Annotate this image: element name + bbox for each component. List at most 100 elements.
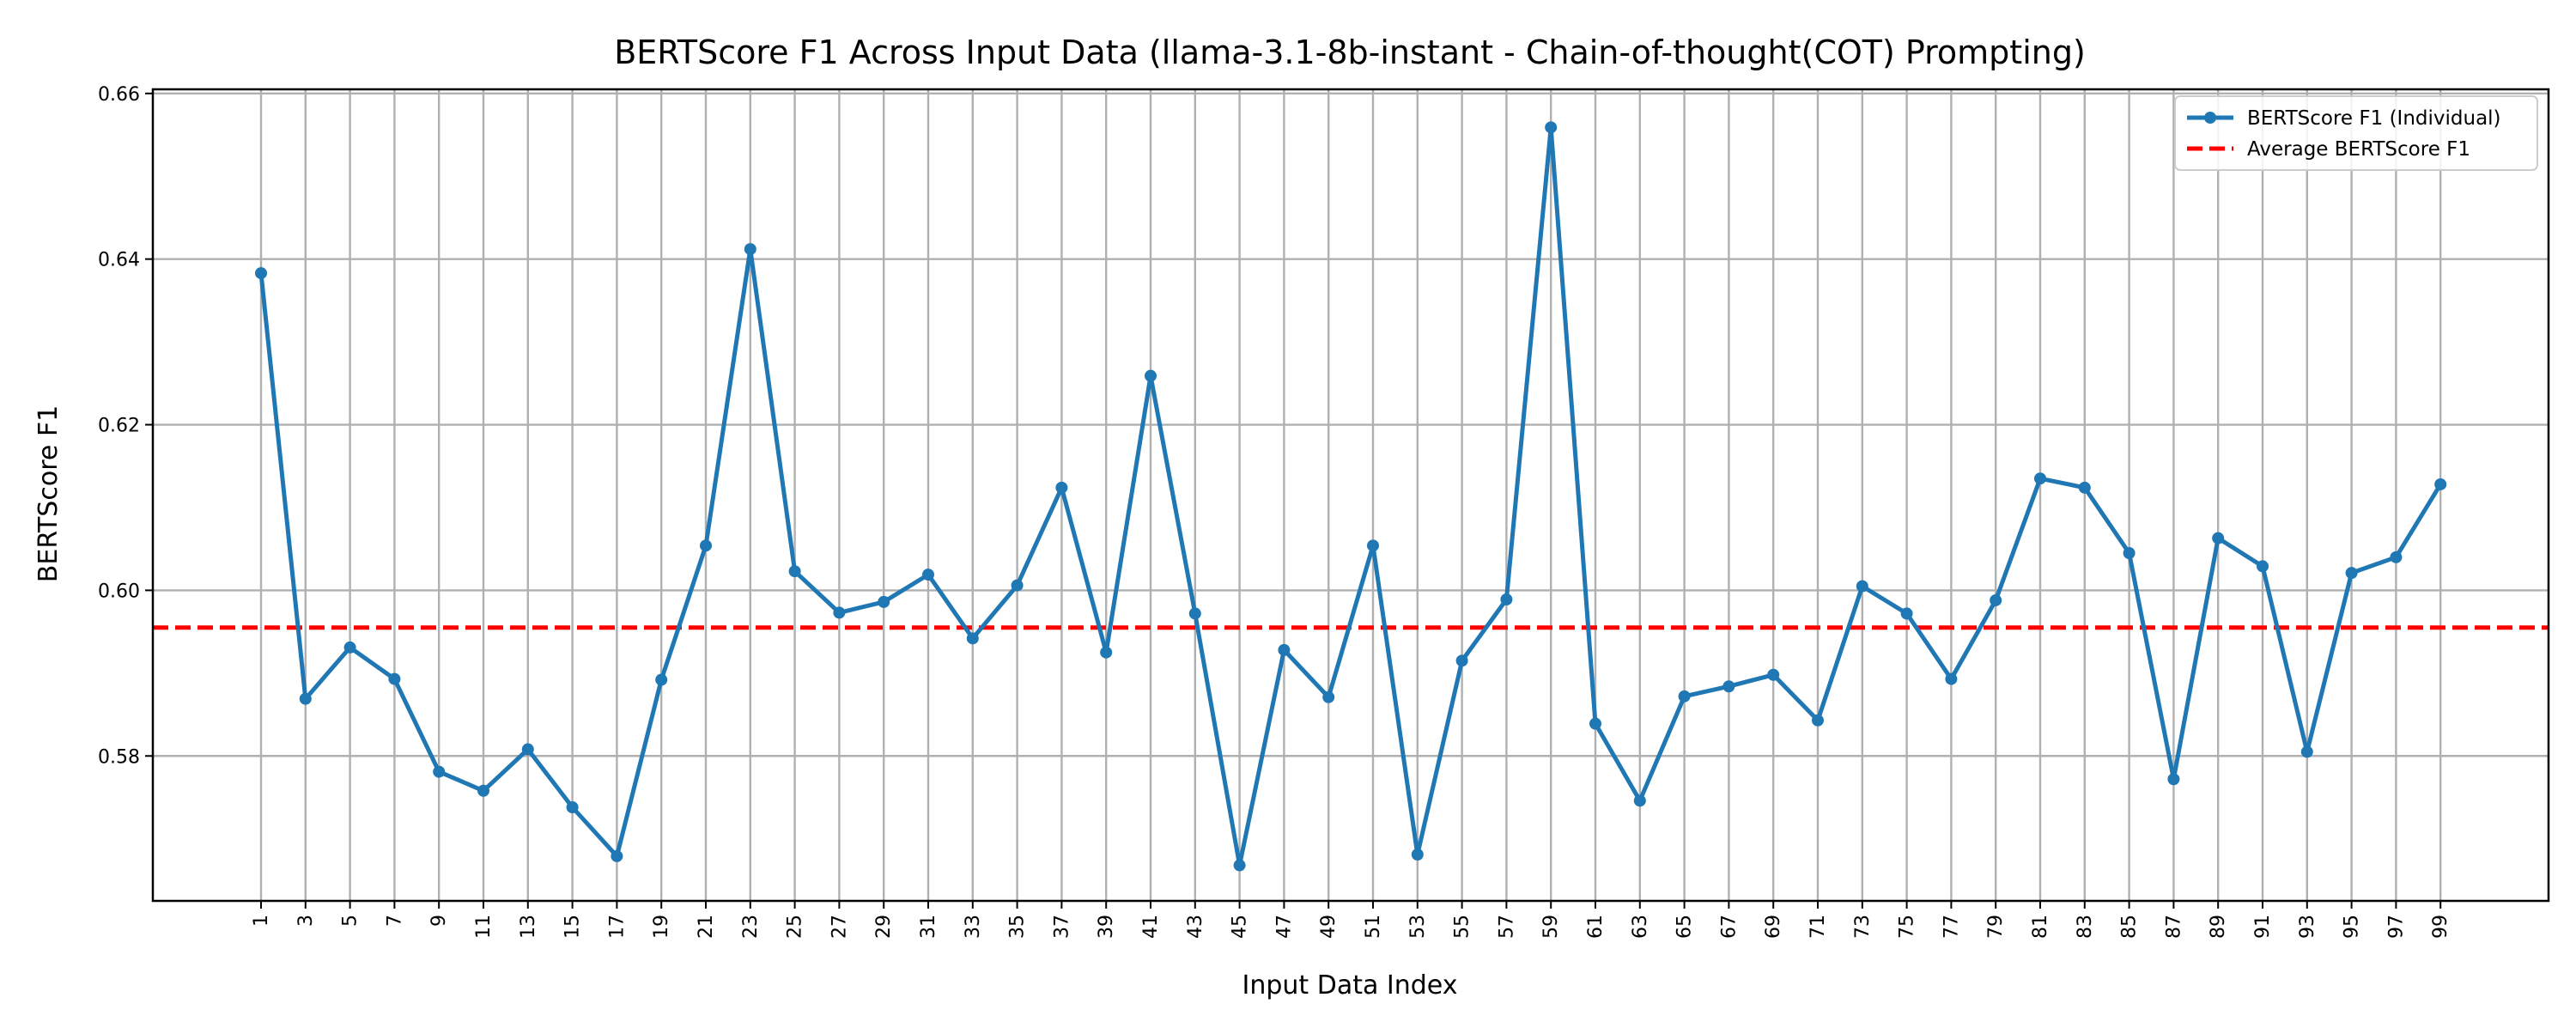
data-point bbox=[566, 801, 579, 814]
x-tick-label: 93 bbox=[2297, 915, 2318, 939]
plot-frame bbox=[151, 88, 2550, 903]
data-point bbox=[744, 243, 756, 256]
legend-box bbox=[2174, 95, 2538, 171]
data-point bbox=[521, 743, 534, 756]
x-tick-label: 51 bbox=[1363, 915, 1384, 939]
data-point bbox=[655, 673, 668, 686]
data-point bbox=[1589, 717, 1601, 730]
data-point bbox=[1633, 794, 1646, 807]
x-tick-label: 45 bbox=[1230, 915, 1251, 939]
x-tick-label: 69 bbox=[1763, 915, 1784, 939]
y-axis-label: BERTScore F1 bbox=[33, 405, 64, 582]
data-point bbox=[1367, 539, 1379, 552]
x-tick-label: 27 bbox=[829, 915, 850, 939]
data-point bbox=[611, 849, 623, 862]
x-tick-label: 5 bbox=[340, 915, 361, 927]
x-tick-label: 57 bbox=[1496, 915, 1517, 939]
y-tick-label: 0.58 bbox=[98, 746, 140, 768]
legend: BERTScore F1 (Individual) Average BERTSco… bbox=[2174, 95, 2538, 171]
data-point bbox=[1011, 579, 1024, 592]
x-tick-label: 97 bbox=[2385, 915, 2407, 939]
data-point bbox=[1812, 714, 1824, 727]
data-point bbox=[1990, 593, 2002, 606]
data-point bbox=[2034, 472, 2046, 485]
data-point bbox=[343, 641, 356, 654]
data-point bbox=[833, 606, 846, 619]
x-tick-label: 53 bbox=[1407, 915, 1429, 939]
data-point bbox=[2212, 532, 2225, 544]
data-point bbox=[1145, 369, 1157, 382]
x-tick-label: 1 bbox=[251, 915, 272, 927]
data-point bbox=[477, 784, 489, 797]
x-tick-label: 25 bbox=[785, 915, 806, 939]
data-point bbox=[922, 569, 934, 581]
x-tick-label: 23 bbox=[740, 915, 762, 939]
data-point bbox=[1678, 690, 1691, 703]
x-tick-label: 59 bbox=[1540, 915, 1562, 939]
data-point bbox=[1945, 672, 1958, 685]
x-tick-label: 83 bbox=[2075, 915, 2096, 939]
x-tick-label: 91 bbox=[2252, 915, 2274, 939]
data-point bbox=[1767, 668, 1780, 681]
y-axis-ticks: 0.58 0.60 0.62 0.64 0.66 bbox=[98, 84, 153, 768]
data-point bbox=[2078, 481, 2091, 494]
data-point bbox=[2300, 745, 2313, 758]
data-point bbox=[1455, 654, 1468, 667]
data-point bbox=[1856, 580, 1868, 593]
x-tick-label: 39 bbox=[1096, 915, 1117, 939]
y-tick-label: 0.62 bbox=[98, 416, 140, 437]
x-tick-label: 11 bbox=[473, 915, 495, 939]
data-point bbox=[299, 692, 312, 705]
x-tick-label: 81 bbox=[2030, 915, 2051, 939]
x-tick-label: 85 bbox=[2119, 915, 2141, 939]
y-tick-label: 0.64 bbox=[98, 250, 140, 271]
data-point bbox=[1722, 680, 1735, 693]
data-point bbox=[966, 632, 979, 645]
data-point bbox=[388, 672, 401, 685]
data-point bbox=[1055, 481, 1068, 494]
chart-title: BERTScore F1 Across Input Data (llama-3.… bbox=[614, 33, 2086, 71]
data-point bbox=[1900, 607, 1913, 620]
series-line bbox=[258, 125, 2443, 867]
legend-label-individual: BERTScore F1 (Individual) bbox=[2247, 107, 2501, 130]
x-tick-label: 33 bbox=[963, 915, 984, 939]
x-tick-label: 13 bbox=[518, 915, 539, 939]
data-point bbox=[2167, 773, 2180, 786]
x-tick-label: 43 bbox=[1185, 915, 1206, 939]
data-point bbox=[2257, 560, 2269, 573]
x-axis-ticks: 1 3 5 7 9 11 13 15 17 19 21 23 25 27 29 31 33 35 37 39 41 43 4… bbox=[251, 901, 2451, 939]
x-tick-label: 73 bbox=[1852, 915, 1874, 939]
x-tick-label: 47 bbox=[1273, 915, 1295, 939]
y-tick-label: 0.66 bbox=[98, 84, 140, 106]
x-axis-label: Input Data Index bbox=[1242, 970, 1458, 1001]
x-tick-label: 89 bbox=[2208, 915, 2229, 939]
x-tick-label: 35 bbox=[1007, 915, 1029, 939]
grid-lines bbox=[153, 89, 2549, 901]
x-tick-label: 67 bbox=[1718, 915, 1740, 939]
data-point bbox=[2434, 477, 2447, 490]
y-tick-label: 0.60 bbox=[98, 581, 140, 602]
x-tick-label: 17 bbox=[606, 915, 628, 939]
x-tick-label: 21 bbox=[696, 915, 717, 939]
x-tick-label: 19 bbox=[651, 915, 672, 939]
data-point bbox=[2345, 567, 2358, 580]
data-point bbox=[700, 539, 712, 552]
data-point bbox=[1233, 859, 1246, 872]
x-tick-label: 75 bbox=[1897, 915, 1918, 939]
x-tick-label: 15 bbox=[562, 915, 584, 939]
data-point bbox=[1500, 593, 1513, 605]
x-tick-label: 29 bbox=[873, 915, 895, 939]
x-tick-label: 79 bbox=[1985, 915, 2007, 939]
data-point bbox=[788, 565, 801, 578]
x-tick-label: 63 bbox=[1630, 915, 1651, 939]
x-tick-label: 99 bbox=[2430, 915, 2451, 939]
x-tick-label: 77 bbox=[1941, 915, 1962, 939]
series-layer bbox=[255, 121, 2447, 872]
x-tick-label: 49 bbox=[1318, 915, 1340, 939]
legend-label-average: Average BERTScore F1 bbox=[2247, 138, 2470, 161]
data-point bbox=[1188, 607, 1201, 620]
x-tick-label: 61 bbox=[1585, 915, 1607, 939]
x-tick-label: 3 bbox=[295, 915, 317, 927]
